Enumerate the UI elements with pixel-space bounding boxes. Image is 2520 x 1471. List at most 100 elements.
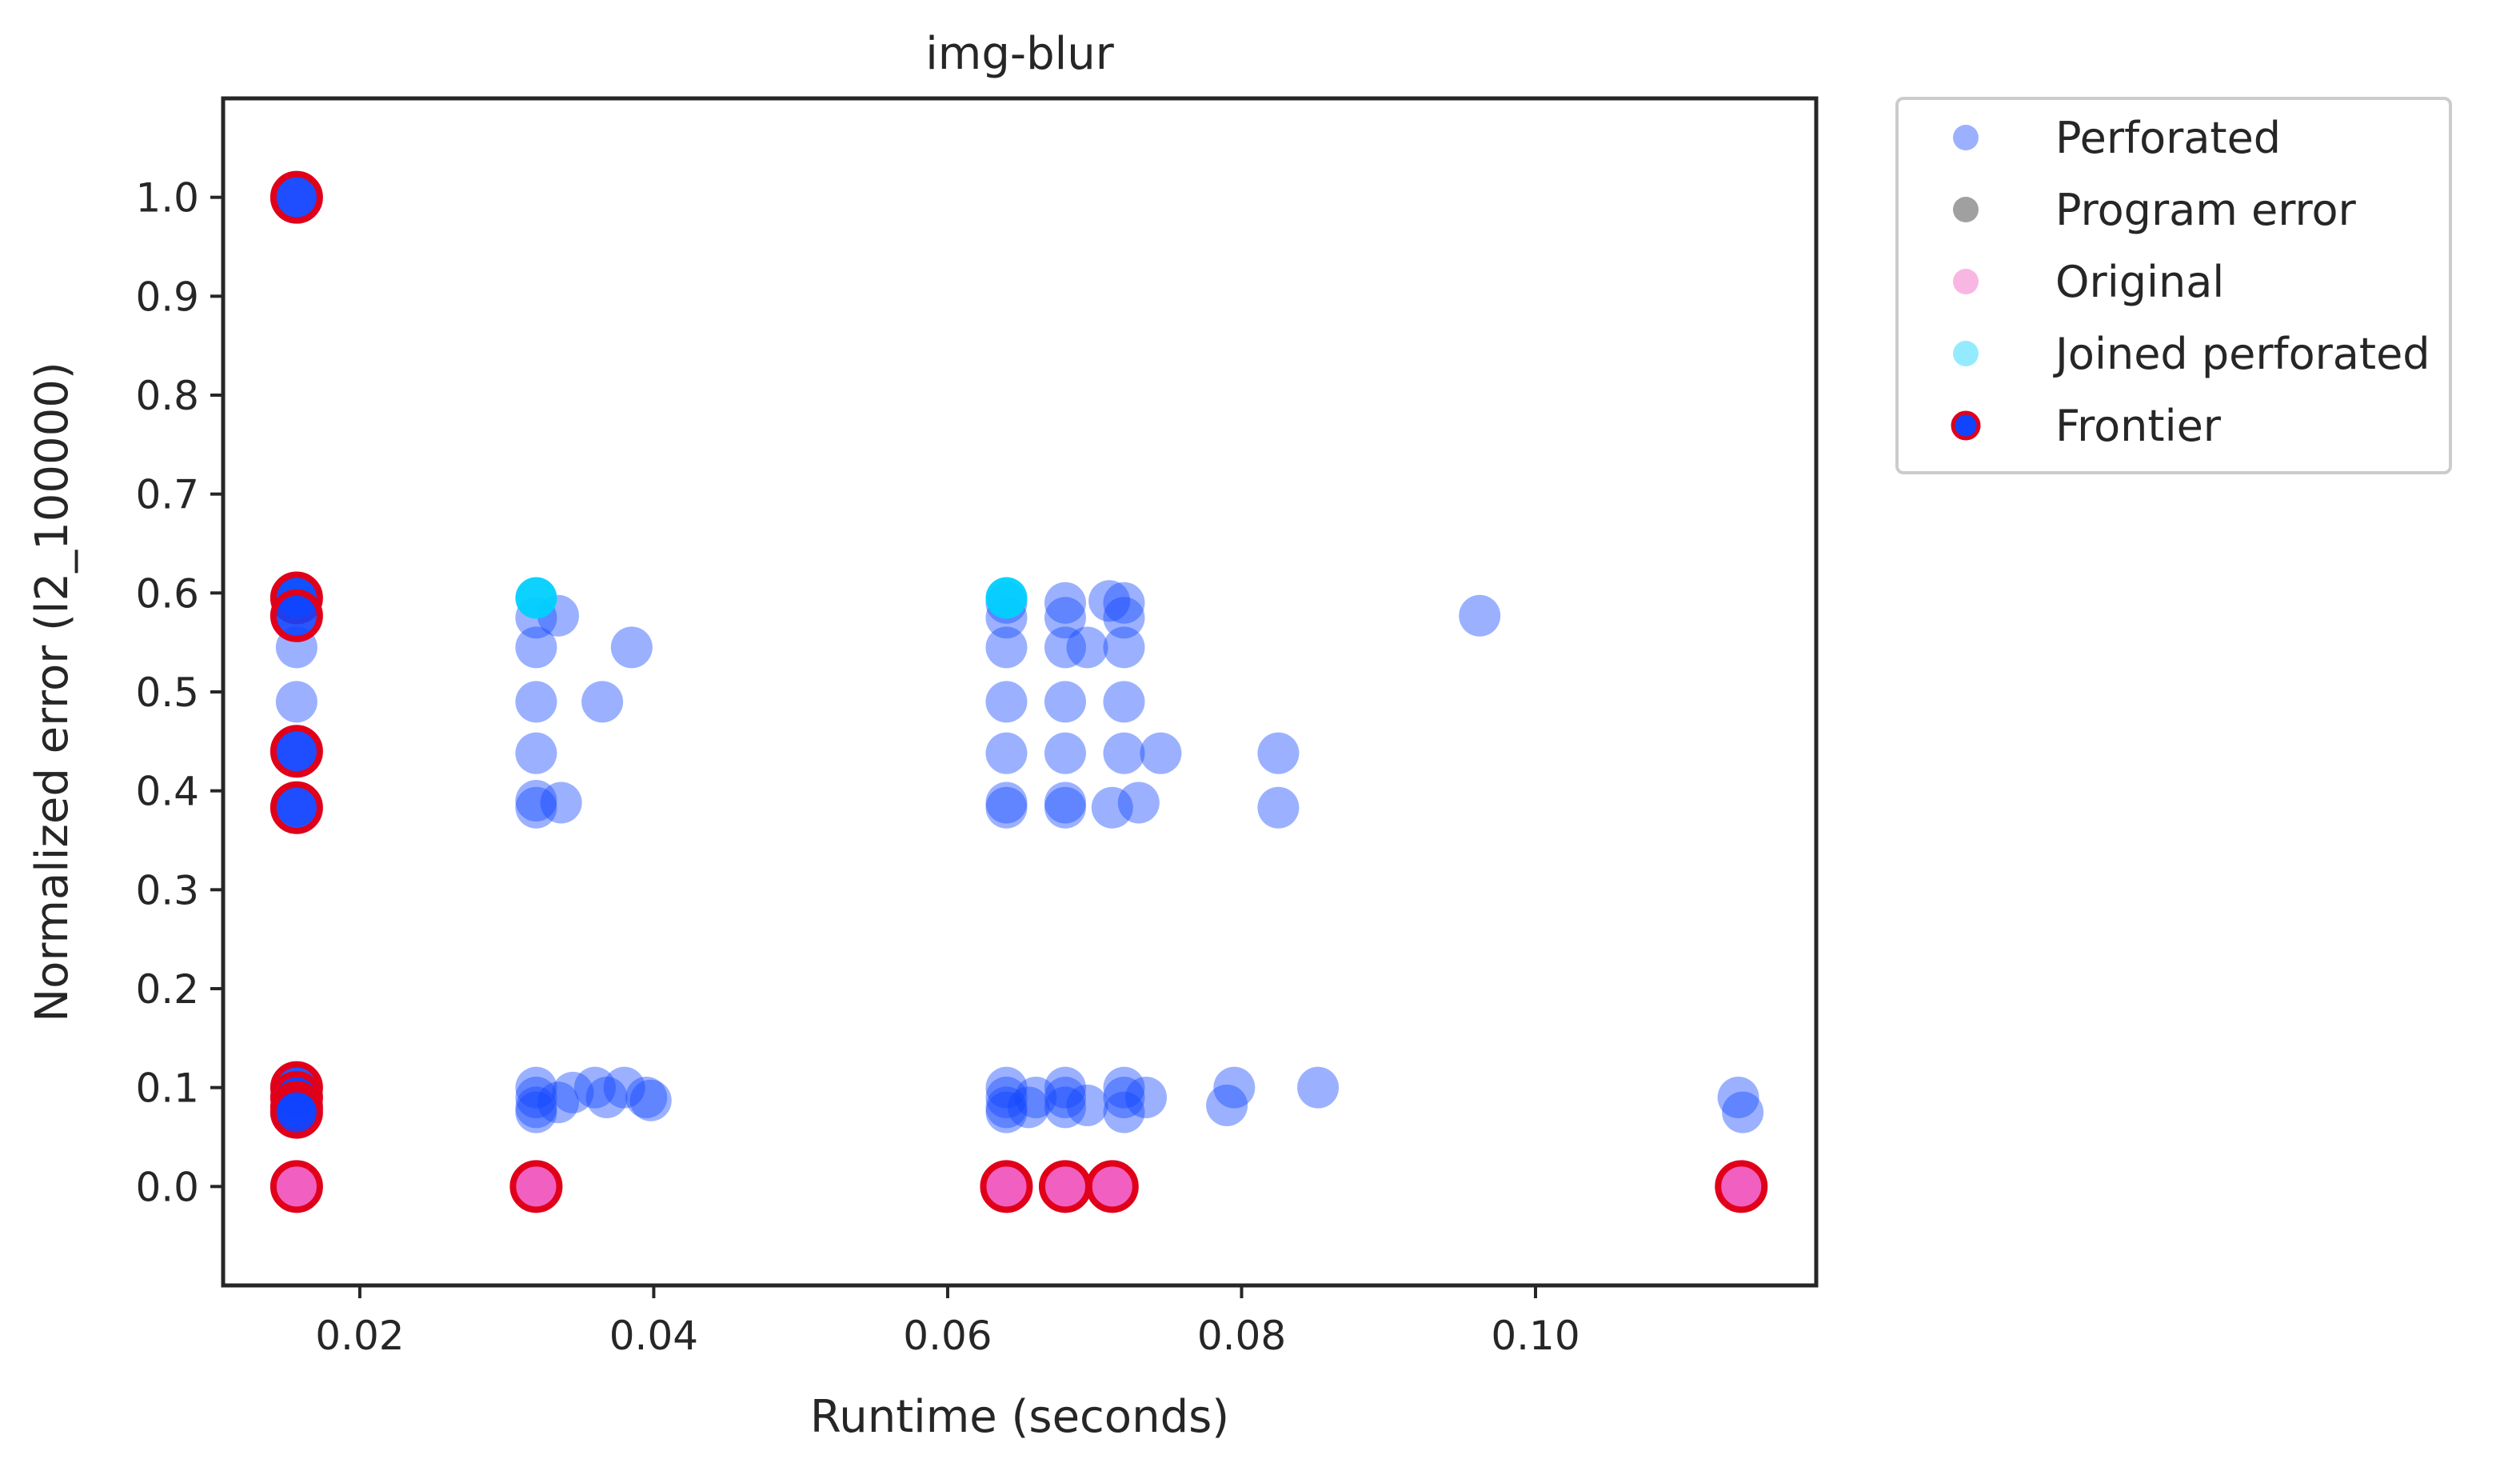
perforated-point (537, 1081, 579, 1124)
x-axis: 0.02 0.04 0.06 0.08 0.10 (315, 1285, 1580, 1359)
legend-marker-program-error (1953, 197, 1979, 222)
perforated-point (1044, 626, 1086, 669)
legend-marker-frontier (1951, 410, 1981, 441)
perforated-point (985, 681, 1028, 723)
perforated-point (1044, 1066, 1086, 1109)
y-tick-label: 0.3 (135, 867, 199, 913)
perforated-point (515, 786, 557, 829)
perforated-point (1117, 781, 1160, 824)
perforated-point (603, 1066, 645, 1109)
perforated-point (515, 1077, 557, 1119)
frontier-point (270, 725, 323, 778)
perforated-point (1103, 1091, 1145, 1133)
perforated-point (1044, 732, 1086, 774)
perforated-point (585, 1077, 628, 1119)
perforated-point (1103, 597, 1145, 639)
legend-box (1895, 97, 2452, 474)
y-tick-label: 0.8 (135, 373, 199, 419)
perforated-point (1088, 580, 1131, 622)
perforated-point (1091, 786, 1133, 829)
y-tick-label: 0.0 (135, 1164, 199, 1210)
perforated-point (1044, 786, 1086, 829)
perforated-point (581, 681, 624, 723)
y-tick-label: 0.5 (135, 670, 199, 716)
perforated-point (1044, 781, 1086, 824)
perforated-point (1103, 626, 1145, 669)
x-tick-label: 0.10 (1491, 1313, 1579, 1359)
perforated-point (275, 681, 317, 723)
legend-marker-original (1953, 269, 1979, 294)
x-tick-label: 0.04 (609, 1313, 698, 1359)
frontier-point (270, 1160, 323, 1213)
frontier-point (270, 170, 323, 224)
frontier-point (270, 589, 323, 642)
perforated-point (515, 732, 557, 774)
perforated-point (1044, 1077, 1086, 1119)
perforated-point (1103, 1066, 1145, 1109)
perforated-point (1722, 1091, 1764, 1133)
perforated-point (1103, 681, 1145, 723)
perforated-point (1044, 597, 1086, 639)
perforated-point (985, 781, 1028, 824)
perforated-point (985, 732, 1028, 774)
frontier-point (270, 1085, 323, 1139)
perforated-point (1066, 1084, 1108, 1126)
perforated-point (1140, 732, 1182, 774)
perforated-point (1257, 732, 1300, 774)
perforated-point (515, 626, 557, 669)
perforated-point (985, 786, 1028, 829)
points-layer (270, 170, 1768, 1213)
perforated-point (1257, 786, 1300, 829)
perforated-point (552, 1071, 594, 1113)
perforated-point (1297, 1066, 1340, 1109)
frontier-point (1085, 1160, 1139, 1213)
legend-label-perforated: Perforated (2055, 113, 2281, 163)
perforated-point (985, 1086, 1028, 1129)
perforated-point (1044, 1086, 1086, 1129)
x-tick-label: 0.06 (903, 1313, 992, 1359)
perforated-point (1206, 1084, 1248, 1126)
perforated-point (1213, 1066, 1256, 1109)
legend-label-frontier: Frontier (2055, 401, 2222, 451)
perforated-point (1459, 594, 1501, 637)
frontier-point (980, 1160, 1033, 1213)
y-tick-label: 0.7 (135, 472, 199, 518)
chart-title: img-blur (925, 28, 1114, 80)
perforated-point (515, 1086, 557, 1129)
x-tick-label: 0.02 (315, 1313, 404, 1359)
perforated-point (1044, 582, 1086, 624)
perforated-point (573, 1066, 616, 1109)
perforated-point (1103, 732, 1145, 774)
frontier-point (1715, 1160, 1768, 1213)
perforated-point (1066, 626, 1108, 669)
perforated-point (1008, 1086, 1050, 1129)
perforated-point (1103, 582, 1145, 624)
frontier-point (509, 1160, 563, 1213)
perforated-point (1717, 1077, 1759, 1119)
perforated-point (515, 780, 557, 822)
perforated-point (985, 1066, 1028, 1109)
legend-items: Perforated Program error Original Joined pe… (1951, 113, 2430, 451)
joined-perforated-point (985, 577, 1028, 619)
perforated-point (985, 1077, 1028, 1119)
plot-area-background (223, 98, 1816, 1285)
perforated-point (1015, 1077, 1057, 1119)
y-axis-label: Normalized error (l2_100000) (26, 362, 78, 1021)
perforated-point (629, 1079, 672, 1121)
perforated-point (610, 626, 653, 669)
y-tick-label: 0.4 (135, 769, 199, 815)
frontier-point (1038, 1160, 1092, 1213)
perforated-point (625, 1077, 668, 1119)
frontier-point (270, 781, 323, 834)
legend-label-program-error: Program error (2055, 185, 2357, 235)
legend: Perforated Program error Original Joined pe… (1895, 97, 2452, 474)
perforated-point (985, 1091, 1028, 1133)
y-tick-label: 1.0 (135, 175, 199, 222)
legend-marker-joined-perforated (1953, 341, 1979, 366)
joined-perforated-point (515, 577, 557, 619)
perforated-point (515, 681, 557, 723)
y-tick-label: 0.9 (135, 274, 199, 320)
perforated-point (985, 626, 1028, 669)
perforated-point (1044, 681, 1086, 723)
